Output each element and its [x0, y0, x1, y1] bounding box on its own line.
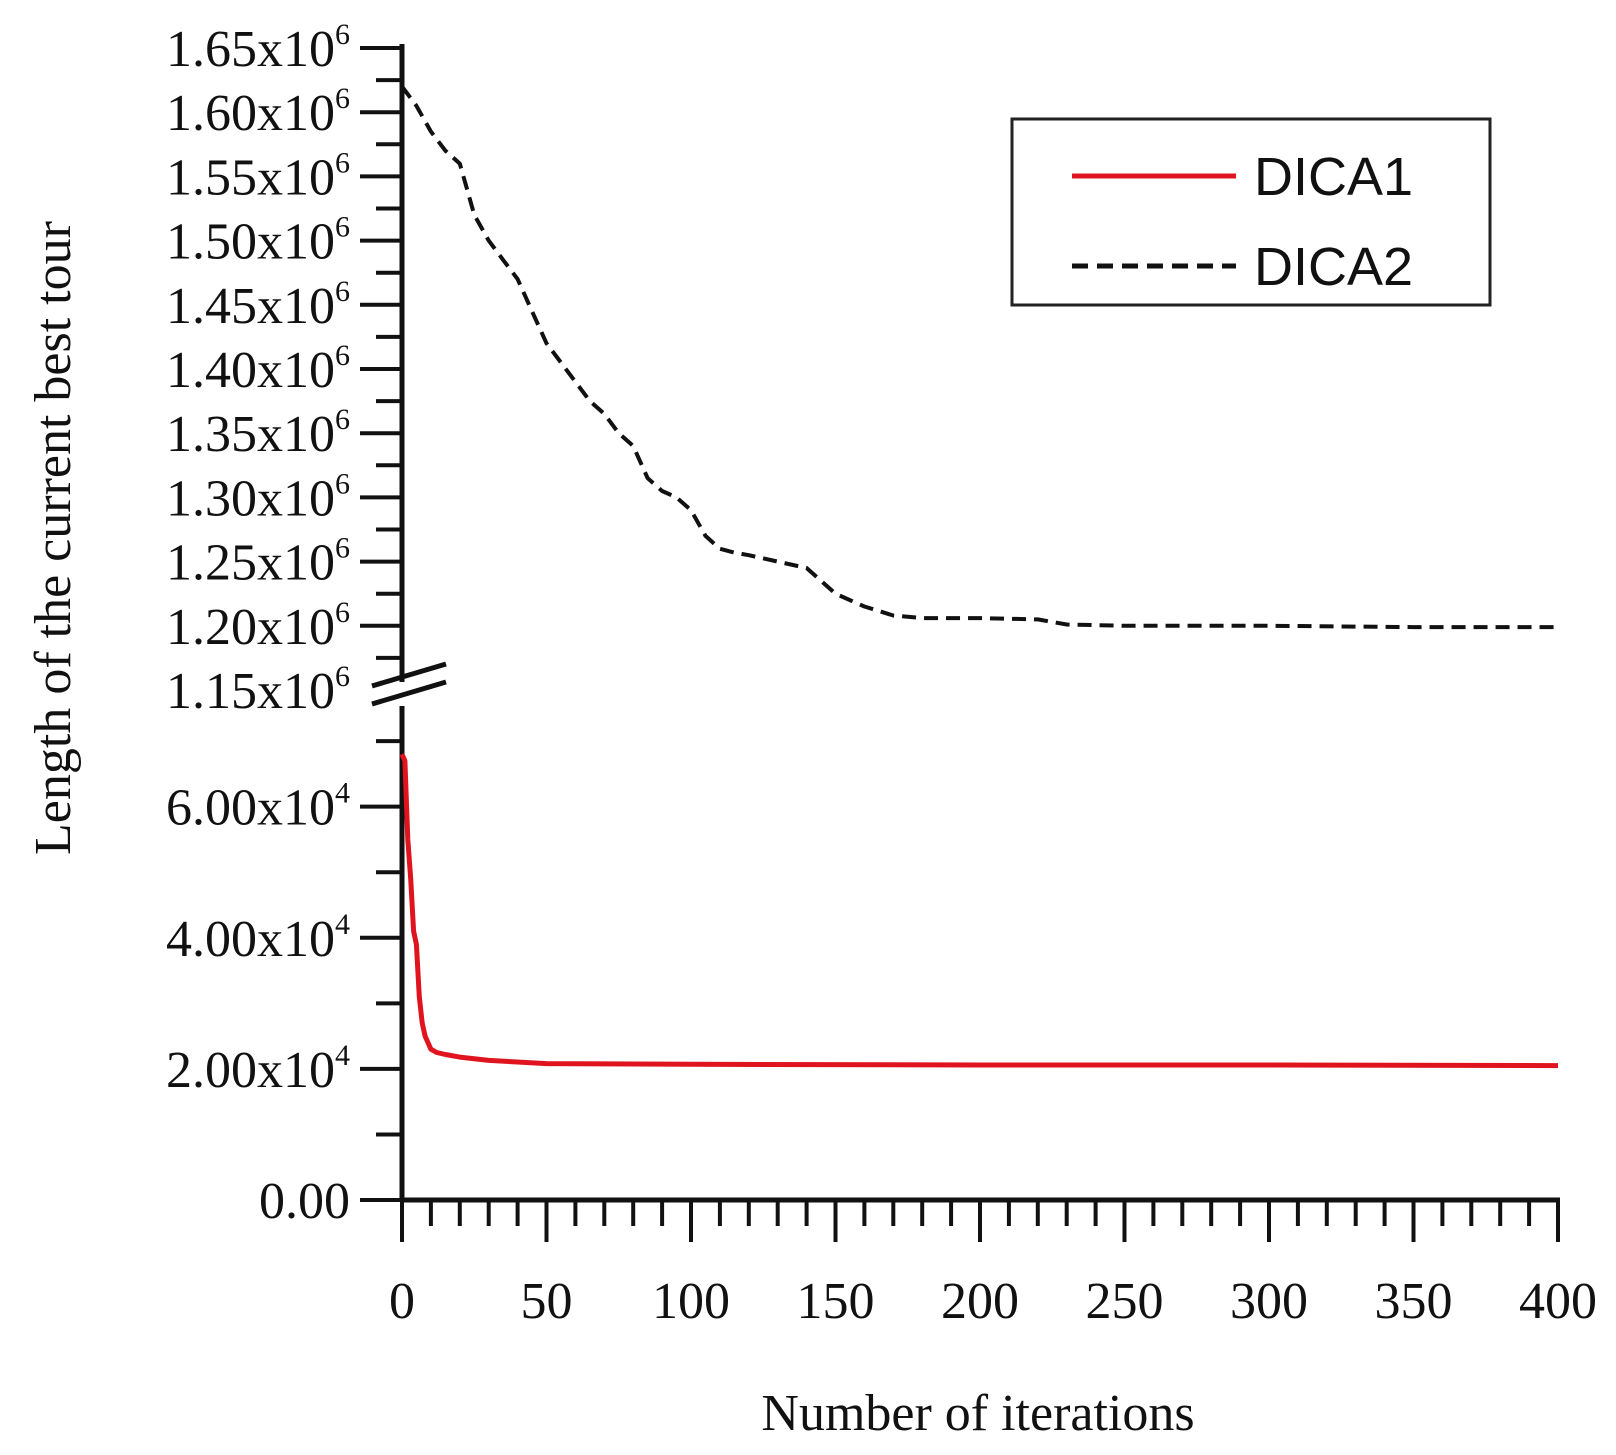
legend: DICA1 DICA2: [1010, 117, 1492, 307]
x-axis-title: Number of iterations: [761, 1385, 1194, 1442]
y-tick-label: 1.65x106: [166, 18, 350, 78]
y-tick-label: 1.40x106: [166, 339, 350, 399]
series-line-dica1: [399, 753, 1559, 1069]
legend-label-dica2: DICA2: [1254, 237, 1413, 297]
x-tick-label: 400: [1519, 1273, 1597, 1330]
y-axis-title: Length of the current best tour: [25, 221, 82, 855]
y-tick-label: 6.00x104: [166, 777, 350, 837]
legend-label-dica1: DICA1: [1254, 147, 1413, 207]
x-tick-label: 50: [521, 1273, 573, 1330]
y-tick-label: 1.55x106: [166, 146, 350, 206]
x-tick-label: 100: [652, 1273, 730, 1330]
y-tick-label: 1.15x106: [166, 660, 350, 720]
y-tick-label: 4.00x104: [166, 908, 350, 968]
series-line-dica2: [400, 85, 1558, 630]
axes-layer: 0 50 100 150 200 250 300 350 400 0.00 2.00x104 4.00…: [166, 18, 1597, 1330]
legend-box: [1010, 117, 1492, 307]
y-tick-label: 1.20x106: [166, 596, 350, 656]
x-tick-label: 350: [1375, 1273, 1453, 1330]
y-tick-label: 1.45x106: [166, 275, 350, 335]
y-tick-label: 1.25x106: [166, 532, 350, 592]
y-tick-label: 1.60x106: [166, 82, 350, 142]
x-tick-label: 150: [797, 1273, 875, 1330]
y-tick-label: 1.35x106: [166, 403, 350, 463]
y-tick-label: 0.00: [259, 1173, 350, 1230]
x-tick-label: 250: [1086, 1273, 1164, 1330]
y-tick-label: 1.30x106: [166, 467, 350, 527]
axis-break-mark-2: [371, 679, 447, 707]
x-tick-label: 0: [389, 1273, 415, 1330]
y-tick-label: 2.00x104: [166, 1039, 350, 1099]
x-tick-label: 200: [941, 1273, 1019, 1330]
y-tick-label: 1.50x106: [166, 211, 350, 271]
series-layer: [399, 85, 1559, 1069]
x-tick-label: 300: [1230, 1273, 1308, 1330]
axis-break-mark-1: [371, 661, 447, 689]
